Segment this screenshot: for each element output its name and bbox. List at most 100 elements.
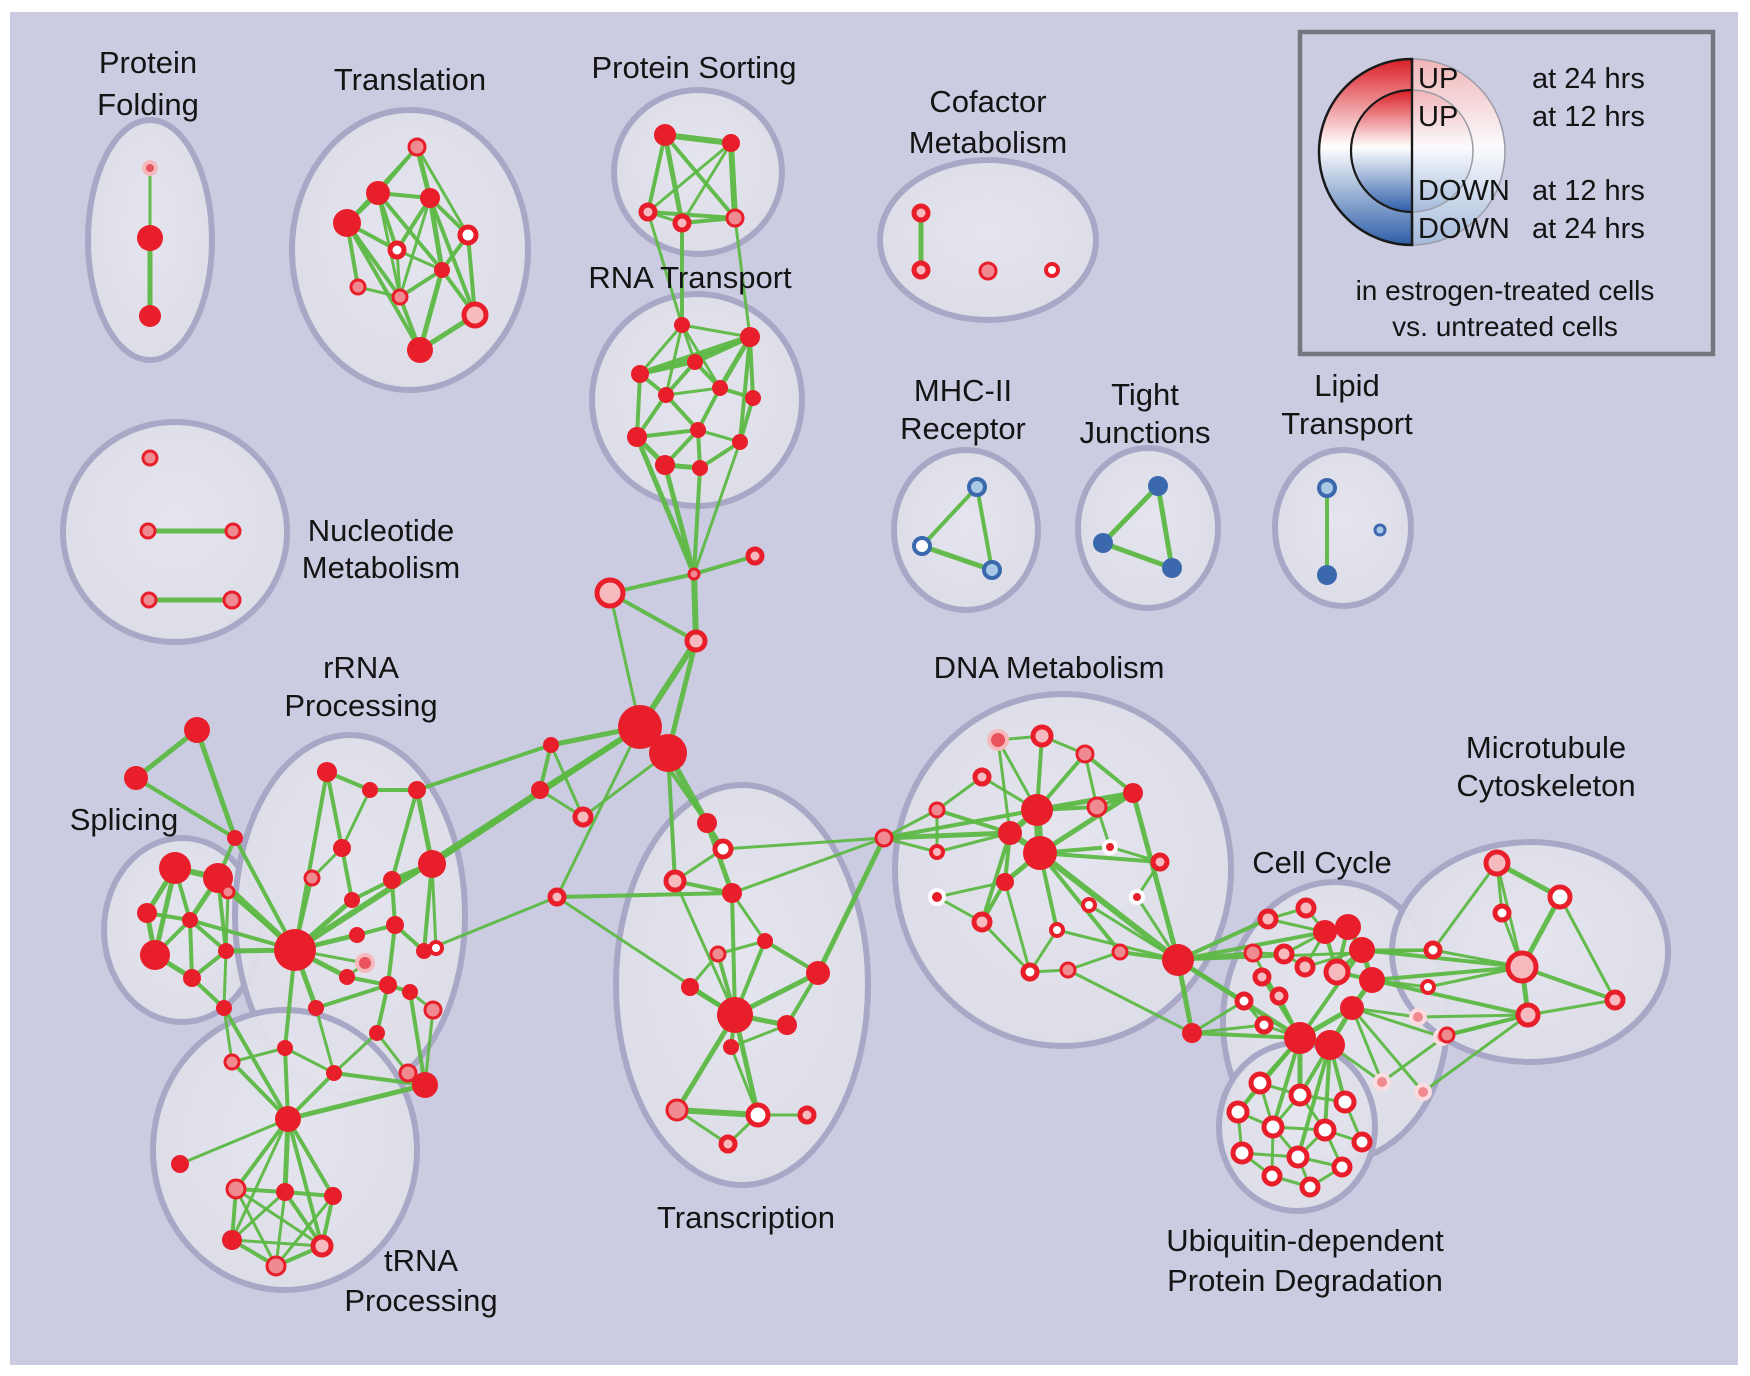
edge-d10-d14 [1038,851,1162,864]
edge-tn1-tn6 [286,1117,324,1248]
node-sp10 [223,1053,241,1071]
node-ch1 [687,567,701,581]
node-cc8 [1234,991,1254,1011]
edge-mt2-mt6 [1558,895,1617,1002]
node-cc18 [1423,940,1443,960]
legend-caption: in estrogen-treated cells [1356,275,1655,306]
node-ps2 [722,134,740,152]
node-d18 [971,911,993,933]
node-pf3 [139,305,161,327]
node-t12 [665,1098,689,1122]
node-tr9 [391,288,409,306]
edge-d23-d25 [1066,968,1194,1035]
node-ps3 [638,202,658,222]
node-cc22 [1373,1073,1391,1091]
node-rt1 [674,317,690,333]
node-tn2 [225,1178,247,1200]
cluster-cell-cycle-label: Cell Cycle [1252,845,1392,880]
node-tr2 [366,181,390,205]
node-r15 [308,1000,324,1016]
edge-tn3-tn7 [274,1190,287,1268]
edge-rt12-ch1 [692,466,702,576]
node-nu5 [222,590,242,610]
node-t4 [722,883,742,903]
node-d8 [1021,794,1053,826]
legend-row-dir: DOWN [1418,175,1510,207]
edge-r3-m1 [415,743,553,792]
edge-sp10-r24 [222,1006,234,1064]
node-mt7 [1515,1002,1541,1028]
node-cc5 [1294,956,1316,978]
node-ch2 [745,546,765,566]
node-cc3 [1243,943,1263,963]
node-d25 [1182,1023,1202,1043]
node-m1 [543,737,559,753]
edge-d15-d17 [935,880,1007,899]
node-u12 [1299,1176,1321,1198]
edge-d10-d11 [1037,790,1136,856]
node-u5 [1261,1115,1285,1139]
node-ps4 [672,213,692,233]
edge-mt6-mt7 [1526,998,1617,1017]
node-rt2 [740,327,760,347]
node-mh3 [982,560,1002,580]
edge-ch2-ch1 [692,554,757,576]
edge-r24-tn1 [222,1006,290,1121]
node-mt1 [1483,849,1511,877]
edge-r1-r5 [325,770,344,850]
edge-m1-m3 [549,743,585,819]
edge-rt5-rt6 [664,386,722,397]
node-u3 [1333,1090,1357,1114]
node-mt8 [1438,1026,1456,1044]
node-lp2 [1317,565,1337,585]
node-r24 [216,1000,232,1016]
node-rt6 [712,380,728,396]
node-d4 [972,767,992,787]
node-d14 [1150,852,1170,872]
node-nu1 [141,449,159,467]
edge-rt1-rt4 [638,323,684,376]
node-rt9 [690,422,706,438]
edge-tr7-tr11 [417,267,445,353]
node-mt2 [1547,884,1573,910]
cluster-microtubule-label: Microtubule [1466,730,1626,765]
node-tr7 [434,262,450,278]
cluster-rrna-processing-label: rRNA [323,650,399,685]
edge-d8-d11 [1034,790,1136,813]
node-r11 [386,916,404,934]
node-r13 [379,976,397,994]
node-cc17 [1315,1030,1345,1060]
node-r14 [416,943,432,959]
node-tr10 [461,301,489,329]
edge-t7-d6 [815,835,887,976]
edge-cc12-mt5 [1360,948,1524,969]
edge-tr2-tr7 [376,191,444,272]
edge-d3-d11 [1083,752,1135,795]
node-cc16 [1284,1022,1316,1054]
cluster-dna-metabolism-label: DNA Metabolism [934,650,1165,685]
node-rt5 [658,387,674,403]
node-t9 [717,997,753,1033]
cluster-splicing-label: Splicing [70,802,179,837]
node-t6 [757,933,773,949]
node-tj3 [1162,558,1182,578]
node-m2 [531,781,549,799]
edge-tn1-tn5 [230,1117,290,1242]
edge-x1-t4 [555,891,734,899]
edge-rt8-rt9 [635,428,700,439]
edge-rt8-ch1 [634,434,697,577]
edge-r9-m2 [430,788,542,866]
node-u10 [1331,1156,1353,1178]
node-sp6 [140,940,170,970]
edge-ps1-ps5 [663,133,737,220]
legend-row-time: at 24 hrs [1532,63,1645,95]
node-t2 [712,838,734,860]
edge-ps3-rt1 [646,210,684,327]
node-cc7 [1269,986,1289,1006]
node-d21 [1111,943,1129,961]
node-t11 [723,1039,739,1055]
node-mt6 [1604,989,1626,1011]
node-r7 [344,892,360,908]
edge-t9-t12 [674,1012,738,1113]
edge-d1-d9 [996,738,1012,835]
